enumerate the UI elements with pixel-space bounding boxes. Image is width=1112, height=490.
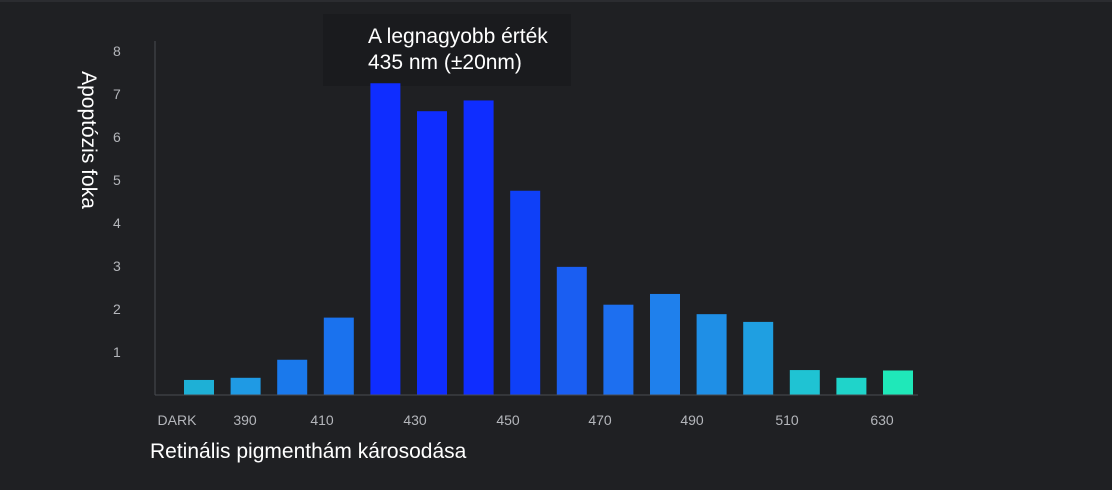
annotation-line-2: 435 nm (±20nm) bbox=[368, 51, 522, 74]
bar bbox=[836, 377, 867, 395]
x-axis-title: Retinális pigmenthám károsodása bbox=[150, 440, 467, 463]
y-tick-label: 2 bbox=[113, 301, 121, 317]
x-tick-label: 630 bbox=[870, 412, 894, 428]
bar bbox=[743, 321, 774, 395]
top-divider bbox=[0, 0, 1112, 2]
y-tick-label: 5 bbox=[113, 172, 121, 188]
bar bbox=[323, 317, 354, 395]
bar bbox=[184, 379, 214, 395]
bar bbox=[463, 100, 494, 395]
annotation-box bbox=[323, 14, 571, 86]
bar bbox=[417, 111, 447, 395]
x-tick-label: 450 bbox=[496, 412, 520, 428]
y-tick-label: 7 bbox=[113, 86, 121, 102]
bar bbox=[277, 359, 308, 395]
y-tick-label: 3 bbox=[113, 258, 121, 274]
y-tick-label: 4 bbox=[113, 215, 121, 231]
bar bbox=[650, 293, 680, 395]
y-tick-label: 8 bbox=[113, 43, 121, 59]
y-tick-label: 1 bbox=[113, 344, 121, 360]
annotation-line-1: A legnagyobb érték bbox=[368, 25, 548, 48]
x-tick-label: 470 bbox=[588, 412, 612, 428]
bar bbox=[603, 304, 634, 395]
bar bbox=[510, 190, 541, 395]
bar bbox=[883, 370, 913, 395]
bar bbox=[696, 314, 727, 395]
bar bbox=[556, 266, 587, 395]
x-tick-label: 410 bbox=[310, 412, 334, 428]
x-tick-label: 510 bbox=[775, 412, 799, 428]
x-tick-label: 390 bbox=[233, 412, 257, 428]
bar bbox=[789, 370, 820, 395]
x-tick-label: 430 bbox=[403, 412, 427, 428]
bar bbox=[230, 377, 261, 395]
bar bbox=[370, 83, 401, 395]
x-tick-label: DARK bbox=[158, 412, 198, 428]
y-tick-label: 6 bbox=[113, 129, 121, 145]
x-tick-label: 490 bbox=[680, 412, 704, 428]
